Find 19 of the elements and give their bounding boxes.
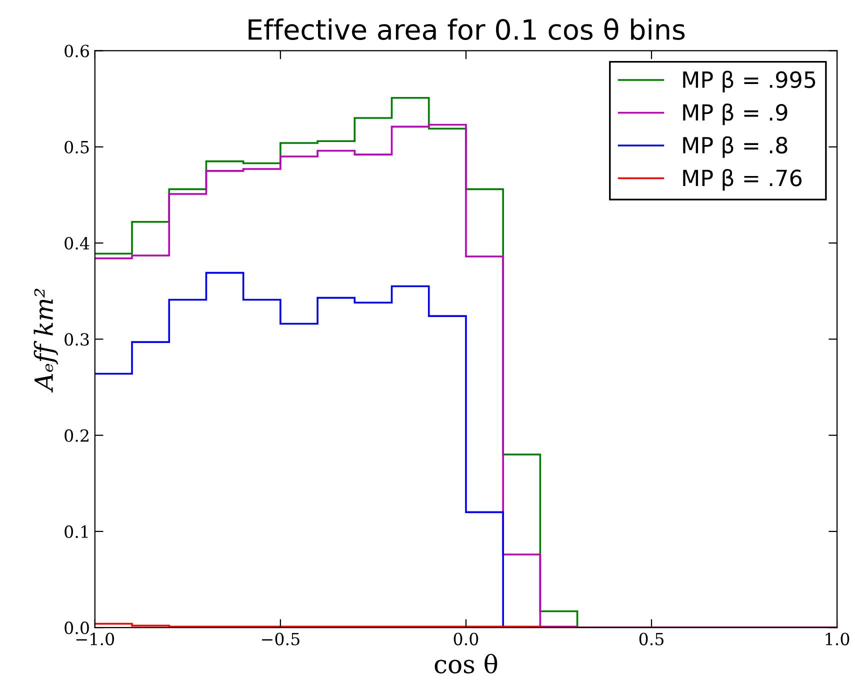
y-tick-label: 0.4 [64, 236, 90, 250]
y-axis-title: Aₑff km² [34, 288, 58, 393]
x-tick-label: 0.0 [454, 632, 478, 646]
y-tick-label: 0.1 [64, 525, 88, 538]
chart-title: Effective area for 0.1 cos θ bins [248, 18, 685, 40]
y-tick-label: 0.0 [64, 622, 89, 634]
y-tick-label: 0.6 [64, 44, 89, 58]
x-tick-label: 1.0 [826, 632, 850, 646]
legend-label: MP β = .76 [683, 169, 802, 191]
x-tick-label: −1.0 [76, 632, 114, 646]
y-tick-label: 0.3 [64, 333, 89, 346]
x-axis-title: cos θ [434, 654, 498, 674]
y-tick-label: 0.5 [64, 140, 89, 154]
legend-label: MP β = .9 [683, 103, 788, 126]
y-tick-label: 0.2 [64, 429, 88, 442]
legend-label: MP β = .995 [683, 70, 816, 92]
x-tick-label: −0.5 [262, 632, 300, 646]
legend-label: MP β = .8 [683, 136, 788, 158]
x-tick-label: 0.5 [639, 632, 664, 646]
